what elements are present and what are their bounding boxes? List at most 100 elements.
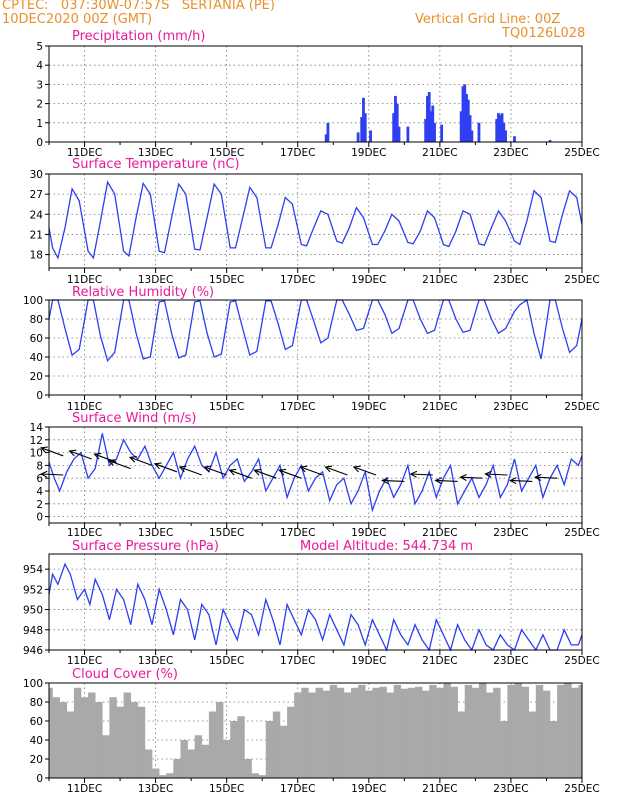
cloud-bar bbox=[244, 759, 252, 778]
y-tick-label: 100 bbox=[23, 678, 43, 690]
x-tick-label: 21DEC bbox=[422, 783, 457, 795]
y-tick-label: 5 bbox=[36, 41, 43, 53]
y-tick-label: 60 bbox=[30, 716, 43, 728]
wind-arrow bbox=[153, 462, 178, 473]
series-line bbox=[48, 433, 583, 513]
wind-arrow bbox=[203, 465, 227, 476]
precip-bar bbox=[427, 92, 431, 142]
x-tick-label: 19DEC bbox=[351, 655, 386, 667]
x-tick-label: 11DEC bbox=[67, 401, 102, 413]
y-tick-label: 20 bbox=[30, 754, 43, 766]
precip-bar bbox=[513, 136, 516, 142]
cloud-bar bbox=[358, 684, 366, 778]
cloud-bar bbox=[173, 759, 181, 778]
wind-arrow bbox=[228, 468, 252, 479]
panel-2: Relative Humidity (%) 0 20 40 60 80 100 11DEC 13… bbox=[23, 285, 600, 413]
cloud-bar bbox=[478, 683, 487, 778]
cloud-bar bbox=[59, 702, 68, 778]
x-tick-label: 19DEC bbox=[351, 274, 386, 286]
cloud-bar bbox=[144, 749, 153, 778]
header-run-time: 10DEC2020 00Z (GMT) bbox=[2, 12, 153, 27]
cloud-bar bbox=[315, 687, 323, 778]
y-tick-label: 2 bbox=[36, 99, 43, 111]
cloud-bar bbox=[52, 697, 60, 778]
panel-4: Surface Pressure (hPa) Model Altitude: 54… bbox=[23, 539, 600, 667]
x-tick-label: 23DEC bbox=[493, 147, 528, 159]
cloud-bar bbox=[564, 683, 572, 778]
precip-bar bbox=[431, 105, 435, 142]
wind-arrow bbox=[434, 477, 458, 485]
precip-bar bbox=[463, 84, 467, 142]
x-tick-label: 15DEC bbox=[209, 147, 244, 159]
x-tick-label: 17DEC bbox=[280, 783, 315, 795]
cloud-bar bbox=[550, 721, 558, 778]
cloud-bar bbox=[95, 702, 103, 778]
panel-5: Cloud Cover (%) 0 20 40 60 80 100 11DEC 13DEC 15D… bbox=[23, 667, 600, 795]
x-tick-label: 11DEC bbox=[67, 527, 102, 539]
panel-title: Precipitation (mm/h) bbox=[72, 29, 205, 44]
y-tick-label: 30 bbox=[30, 169, 43, 181]
cloud-bar bbox=[66, 711, 75, 778]
y-tick-label: 40 bbox=[30, 352, 43, 364]
cloud-bar bbox=[500, 721, 508, 778]
x-tick-label: 19DEC bbox=[351, 147, 386, 159]
cloud-bar bbox=[542, 690, 551, 778]
wind-arrow bbox=[107, 459, 131, 470]
wind-arrow bbox=[128, 456, 153, 466]
precip-bar bbox=[360, 117, 364, 142]
wind-arrow bbox=[93, 452, 117, 463]
cloud-bar bbox=[130, 702, 139, 778]
x-tick-label: 11DEC bbox=[67, 783, 102, 795]
wind-arrow bbox=[509, 477, 533, 485]
cloud-bar bbox=[49, 687, 53, 778]
cloud-bar bbox=[365, 690, 373, 778]
cloud-bar bbox=[73, 687, 82, 778]
panel-title: Cloud Cover (%) bbox=[72, 667, 178, 682]
precip-bar bbox=[363, 113, 367, 142]
panel-title: Relative Humidity (%) bbox=[72, 285, 214, 300]
x-tick-label: 13DEC bbox=[138, 147, 173, 159]
cloud-bar bbox=[301, 687, 309, 778]
precip-bar bbox=[324, 134, 328, 142]
wind-arrow bbox=[324, 465, 348, 476]
cloud-bar bbox=[308, 692, 316, 778]
header-grid-note: Vertical Grid Line: 00Z bbox=[415, 12, 561, 27]
plot-frame bbox=[48, 553, 583, 651]
x-tick-label: 19DEC bbox=[351, 783, 386, 795]
x-tick-label: 21DEC bbox=[422, 147, 457, 159]
precip-bar bbox=[502, 122, 506, 142]
y-tick-label: 2 bbox=[36, 499, 43, 511]
header-model-code: TQ0126L028 bbox=[502, 26, 586, 41]
wind-arrow bbox=[381, 477, 405, 485]
x-tick-label: 25DEC bbox=[564, 147, 599, 159]
wind-arrow bbox=[253, 468, 277, 479]
cloud-bar bbox=[109, 697, 117, 778]
cloud-bar bbox=[265, 721, 274, 778]
precip-bar bbox=[424, 118, 428, 142]
cloud-bar bbox=[166, 773, 174, 778]
x-tick-label: 13DEC bbox=[138, 274, 173, 286]
cloud-bar bbox=[258, 775, 267, 778]
precip-bar bbox=[326, 122, 330, 142]
cloud-bar bbox=[507, 684, 515, 778]
y-tick-label: 80 bbox=[30, 697, 43, 709]
y-tick-label: 27 bbox=[30, 189, 43, 201]
precip-bar bbox=[459, 111, 463, 142]
y-tick-label: 100 bbox=[23, 295, 43, 307]
cloud-bar bbox=[379, 686, 387, 778]
cloud-bar bbox=[464, 684, 473, 778]
precip-bar bbox=[394, 95, 397, 142]
cloud-bar bbox=[514, 683, 522, 778]
cloud-bar bbox=[159, 775, 167, 778]
cloud-bar bbox=[237, 716, 245, 778]
x-tick-label: 15DEC bbox=[209, 655, 244, 667]
panel-0: Precipitation (mm/h) 0 1 2 3 4 5 11DEC 13DEC 15DE… bbox=[36, 29, 599, 159]
y-tick-label: 952 bbox=[23, 584, 43, 596]
x-tick-label: 21DEC bbox=[422, 655, 457, 667]
y-tick-label: 948 bbox=[23, 625, 43, 637]
plot-frame bbox=[48, 299, 583, 396]
panel-title: Surface Wind (m/s) bbox=[72, 411, 196, 426]
cloud-bar bbox=[443, 683, 451, 778]
cloud-bar bbox=[216, 702, 224, 778]
